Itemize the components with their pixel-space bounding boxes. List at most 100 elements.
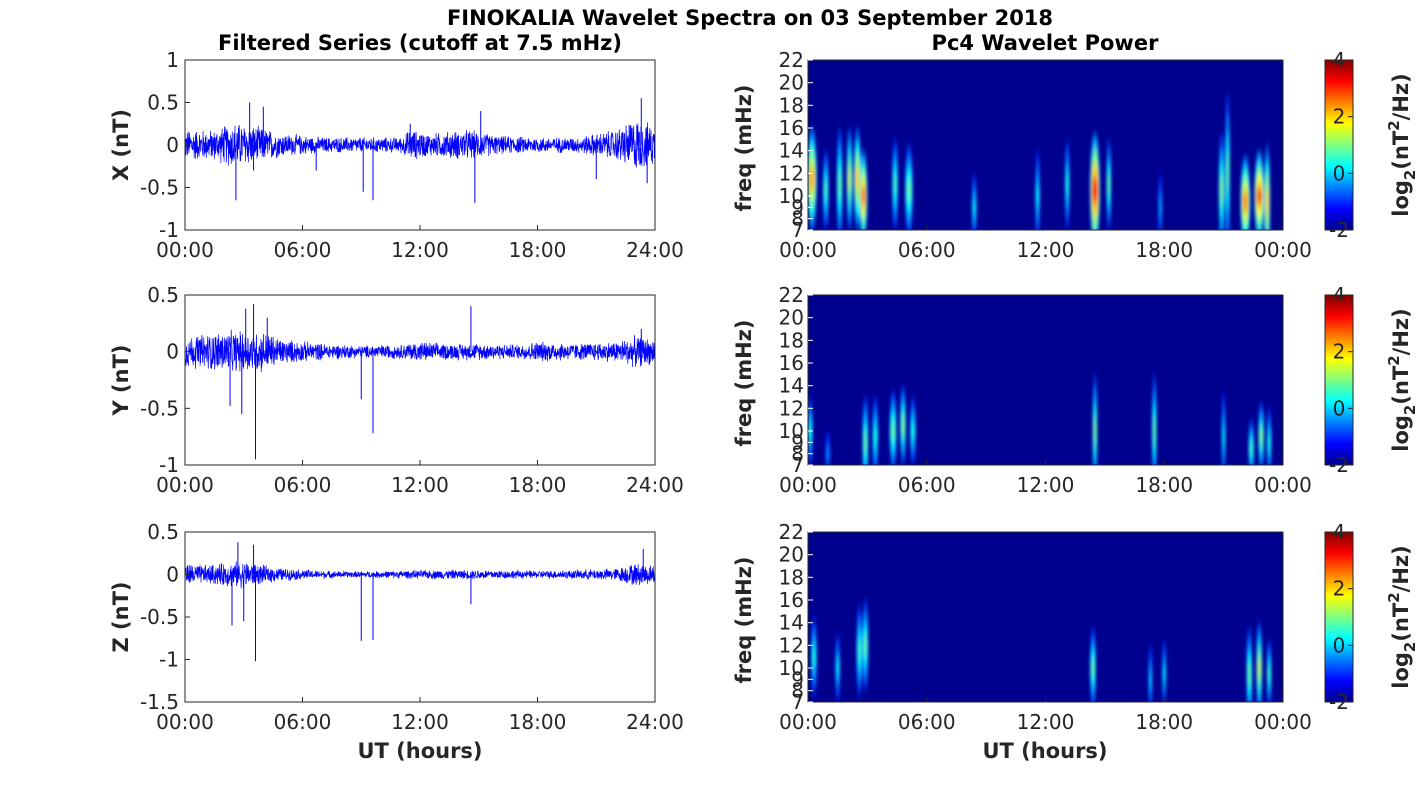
z-wavelet-feature (1163, 665, 1166, 683)
y-wavelet-ylabel: freq (mHz) (732, 320, 756, 447)
z-wavelet-xtick-label: 00:00 (779, 710, 837, 734)
x-wavelet-colorbar-tick-label: 2 (1333, 105, 1346, 129)
y-wavelet-xtick-label: 12:00 (1017, 473, 1075, 497)
y-series-ylabel: Y (nT) (109, 345, 133, 417)
y-wavelet-colorbar (1324, 294, 1354, 466)
x-wavelet-feature (1226, 153, 1229, 194)
y-wavelet-ytick-label: 8 (791, 442, 804, 466)
y-wavelet-ytick-label: 14 (779, 374, 804, 398)
y-wavelet-feature (1093, 416, 1097, 446)
x-wavelet-feature (893, 173, 897, 196)
x-series-xtick-label: 06:00 (274, 238, 332, 262)
x-wavelet-feature (847, 166, 852, 192)
y-wavelet-ytick-label: 22 (779, 283, 804, 307)
plots-layer: 10.50-0.5-100:00 06:00 12:00 18:00 24:00X (n… (109, 48, 1418, 734)
z-wavelet-ylabel: freq (mHz) (732, 557, 756, 684)
x-series-ylabel: X (nT) (109, 109, 133, 181)
y-series-ytick-label: -1 (159, 453, 179, 477)
z-wavelet-feature (863, 634, 868, 657)
x-wavelet-feature (972, 198, 976, 216)
y-series-xtick-label: 18:00 (509, 473, 567, 497)
y-series-xtick-label: 06:00 (274, 473, 332, 497)
y-wavelet-xtick-label: 06:00 (898, 473, 956, 497)
left-xlabel: UT (hours) (357, 739, 482, 763)
y-wavelet-features (808, 374, 1272, 465)
x-wavelet-xtick-label: 00:00 (1254, 238, 1312, 262)
y-wavelet-colorbar-tick-label: -2 (1329, 453, 1349, 477)
y-wavelet-feature (901, 415, 905, 436)
z-series-xtick-label: 18:00 (509, 710, 567, 734)
y-wavelet-ytick-label: 10 (779, 419, 804, 443)
x-wavelet-ytick-label: 18 (779, 93, 804, 117)
x-series-xtick-label: 00:00 (156, 238, 214, 262)
z-wavelet-ytick-label: 7 (791, 690, 804, 714)
x-wavelet-feature (1092, 176, 1098, 205)
y-wavelet-ytick-label: 9 (791, 430, 804, 454)
x-wavelet-xtick-label: 06:00 (898, 238, 956, 262)
z-series-ytick-label: -1 (159, 648, 179, 672)
x-wavelet-xtick-label: 18:00 (1135, 238, 1193, 262)
y-wavelet-ytick-label: 20 (779, 306, 804, 330)
z-series-xtick-label: 24:00 (626, 710, 684, 734)
z-wavelet-feature (857, 639, 862, 663)
y-wavelet-ytick-label: 18 (779, 328, 804, 352)
x-wavelet-feature (809, 166, 815, 192)
y-series-trace (184, 329, 656, 373)
y-series-ytick-label: 0 (166, 340, 179, 364)
x-wavelet-feature (1159, 198, 1162, 216)
y-wavelet-feature (1249, 440, 1253, 456)
y-series-xtick-label: 00:00 (156, 473, 214, 497)
y-wavelet-colorbar-tick-label: 0 (1333, 396, 1346, 420)
x-wavelet-ytick-label: 10 (779, 184, 804, 208)
y-series-panel: 0.5 0 -0.5 -100:00 06:00 12:00 18:00 24:00 Y (nT… (109, 283, 684, 497)
z-series-ylabel: Z (nT) (109, 581, 133, 652)
x-wavelet-xtick-label: 00:00 (779, 238, 837, 262)
x-series-ytick-label: 0 (166, 133, 179, 157)
x-wavelet-feature (855, 166, 860, 192)
y-series-xtick-label: 12:00 (391, 473, 449, 497)
z-wavelet-ytick-label: 20 (779, 543, 804, 567)
z-series-ytick-label: 0.5 (147, 520, 179, 544)
z-series-xtick-label: 12:00 (391, 710, 449, 734)
x-wavelet-ytick-label: 8 (791, 207, 804, 231)
z-wavelet-ytick-label: 18 (779, 565, 804, 589)
x-wavelet-ytick-label: 16 (779, 116, 804, 140)
z-wavelet-xtick-label: 00:00 (1254, 710, 1312, 734)
x-wavelet-feature (1220, 176, 1224, 205)
z-wavelet-feature (1149, 670, 1152, 688)
x-wavelet-ytick-label: 7 (791, 218, 804, 242)
y-wavelet-colorbar-tick-label: 2 (1333, 340, 1346, 364)
y-wavelet-feature (1222, 425, 1225, 448)
y-wavelet-feature (873, 426, 877, 447)
z-wavelet-feature (1247, 662, 1251, 685)
x-series-ytick-label: -1 (159, 218, 179, 242)
y-series-ytick-label: 0.5 (147, 283, 179, 307)
z-wavelet-ytick-label: 22 (779, 520, 804, 544)
z-wavelet-ytick-label: 10 (779, 656, 804, 680)
x-wavelet-ytick-label: 22 (779, 48, 804, 72)
x-wavelet-ytick-label: 20 (779, 71, 804, 95)
z-wavelet-feature (1091, 658, 1095, 678)
z-wavelet-xtick-label: 18:00 (1135, 710, 1193, 734)
z-wavelet-ytick-label: 14 (779, 611, 804, 635)
z-wavelet-feature (1257, 656, 1261, 680)
z-wavelet-xtick-label: 12:00 (1017, 710, 1075, 734)
z-wavelet-ytick-label: 9 (791, 667, 804, 691)
z-wavelet-colorbar-tick-label: 2 (1333, 577, 1346, 601)
x-wavelet-ylabel: freq (mHz) (732, 85, 756, 212)
z-series-panel: 0.5 0 -0.5 -1 -1.500:00 06:00 12:00 18:00 24:00 Z… (109, 520, 684, 734)
y-wavelet-feature (863, 431, 868, 454)
y-wavelet-background (808, 295, 1283, 465)
x-wavelet-feature (1256, 184, 1262, 208)
x-wavelet-colorbar-tick-label: 0 (1333, 161, 1346, 185)
y-wavelet-xtick-label: 18:00 (1135, 473, 1193, 497)
y-wavelet-feature (826, 447, 830, 460)
z-series-ytick-label: -0.5 (140, 605, 179, 629)
z-wavelet-features (810, 600, 1272, 702)
y-wavelet-ytick-label: 7 (791, 453, 804, 477)
x-series-trace (184, 122, 656, 168)
x-series-xtick-label: 24:00 (626, 238, 684, 262)
x-wavelet-feature (1065, 173, 1069, 196)
y-series-xtick-label: 24:00 (626, 473, 684, 497)
